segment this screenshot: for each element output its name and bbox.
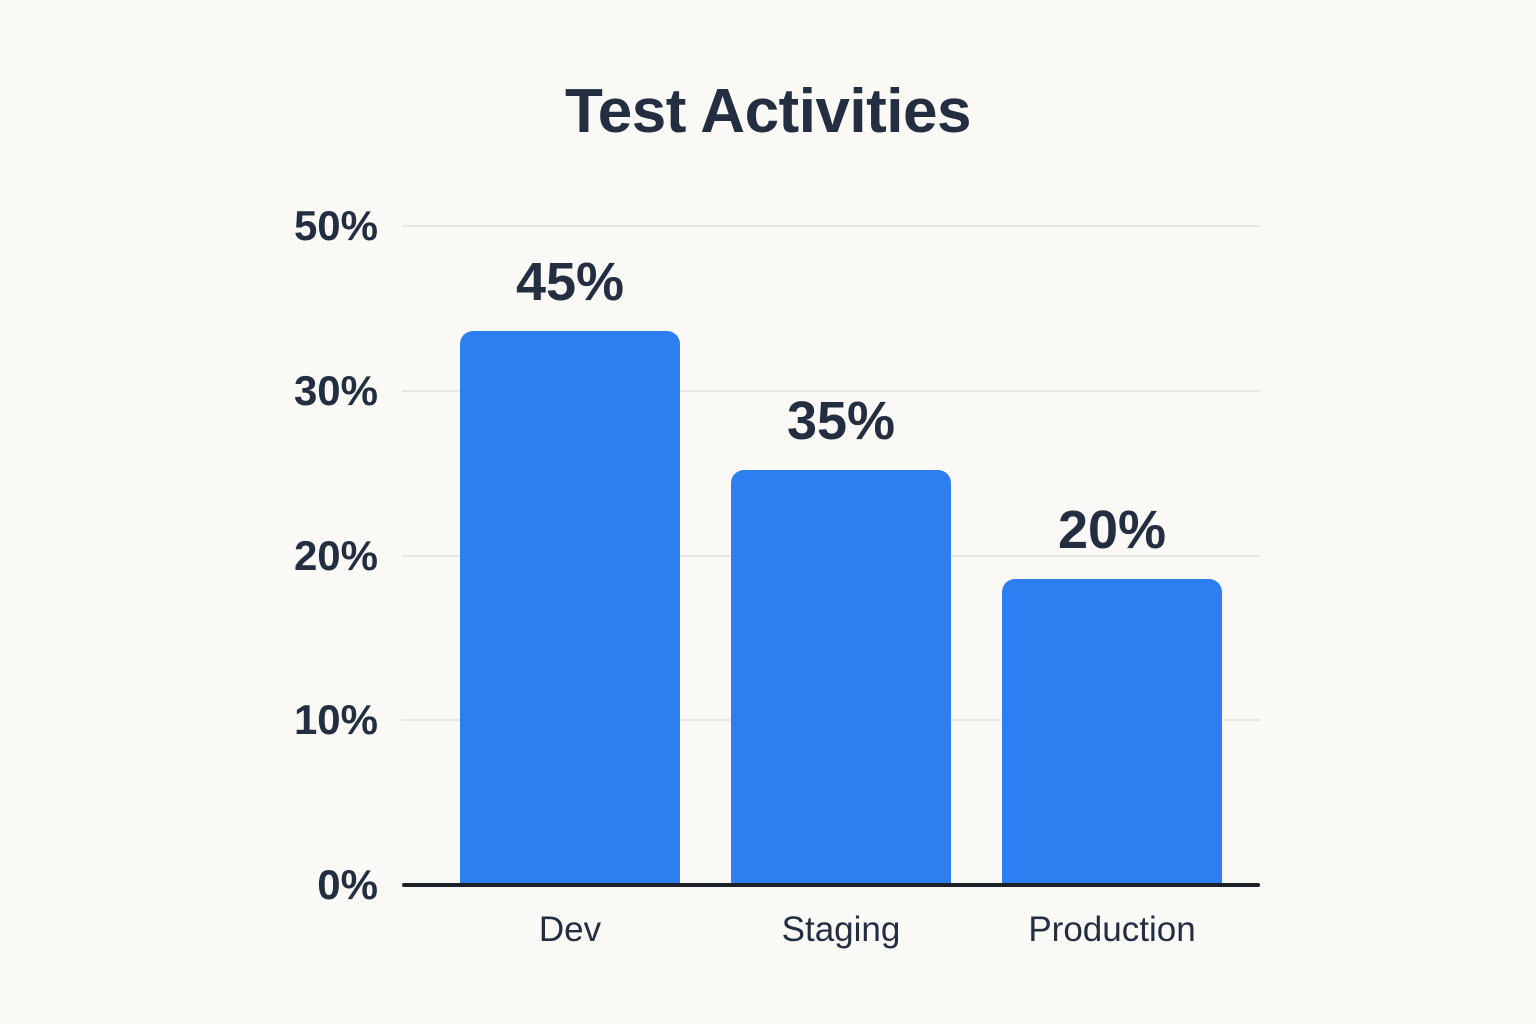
x-axis-line [402, 883, 1260, 887]
y-axis-tick-label: 50% [293, 202, 378, 249]
bar-value-label: 45% [515, 252, 625, 312]
plot-area: 50% 30% 20% 10% 0% 45% 35% 20% Dev Staging Produ… [294, 205, 1260, 949]
y-axis-tick-label: 0% [317, 861, 378, 908]
y-axis-tick-label: 30% [293, 366, 378, 414]
bar-dev [460, 331, 680, 885]
x-axis-label-staging: Staging [781, 910, 901, 949]
bar-value-label: 20% [1057, 500, 1167, 560]
y-axis-tick-label: 10% [293, 696, 378, 744]
bar-staging [731, 470, 951, 885]
gridline [402, 225, 1260, 227]
bar-value-label: 35% [786, 391, 896, 451]
bar-production [1002, 579, 1222, 885]
x-axis-label-production: Production [1028, 910, 1196, 949]
chart-title: Test Activities [565, 77, 971, 146]
gridline [402, 389, 1260, 392]
x-axis-label-dev: Dev [538, 910, 602, 949]
y-axis-tick-label: 20% [293, 531, 378, 579]
